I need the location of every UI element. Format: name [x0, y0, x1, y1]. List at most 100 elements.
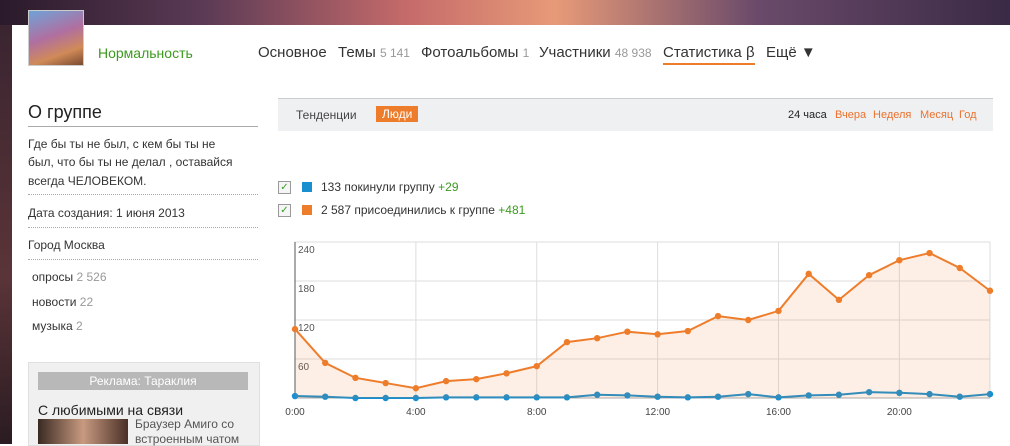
data-point [352, 374, 359, 382]
data-point [322, 359, 329, 367]
data-point [775, 307, 782, 315]
series-area [295, 253, 990, 398]
description-line: Где бы ты не был, с кем бы ты не [28, 137, 216, 151]
data-point [835, 296, 843, 304]
link-count: 2 526 [76, 270, 107, 284]
nav-count: 48 938 [614, 46, 652, 60]
nav-label: Темы [338, 44, 376, 61]
ad-image[interactable] [38, 419, 128, 444]
group-avatar[interactable] [28, 10, 84, 66]
stats-tab[interactable]: Тенденции [296, 108, 357, 122]
ad-title[interactable]: С любимыми на связи [38, 402, 184, 418]
nav-tab[interactable]: Основное [258, 44, 327, 61]
data-point [926, 249, 933, 257]
nav-tab-active[interactable]: Статистика β [663, 44, 755, 65]
legend-label: 133 покинули группу [321, 180, 435, 194]
banner [0, 0, 1010, 25]
checkbox[interactable]: ✓ [278, 204, 291, 217]
nav-tab[interactable]: Участники 48 938 [539, 44, 652, 61]
data-point [412, 385, 420, 392]
legend-change: +29 [438, 180, 459, 194]
data-point [352, 394, 359, 402]
sidebar-link[interactable]: новости 22 [32, 295, 93, 309]
data-point [473, 375, 480, 383]
ad-text: встроенным чатом [135, 432, 240, 446]
nav-label: Основное [258, 44, 327, 61]
nav-tab[interactable]: Ещё ▼ [766, 44, 816, 61]
data-point [533, 362, 540, 370]
stats-tab-active[interactable]: Люди [376, 106, 419, 122]
city[interactable]: Город Москва [28, 238, 105, 252]
data-point [865, 388, 873, 396]
legend-swatch [302, 182, 312, 192]
separator [28, 227, 258, 228]
data-point [563, 394, 571, 401]
data-point [865, 271, 873, 279]
data-point [503, 394, 510, 401]
nav-label: Ещё ▼ [766, 44, 816, 61]
plot-frame [294, 241, 991, 399]
nav-count: 1 [522, 46, 530, 60]
data-point [896, 257, 903, 264]
legend-label: 2 587 присоединились к группе [321, 203, 495, 217]
data-point [563, 338, 571, 346]
period-link[interactable]: Вчера [835, 109, 867, 121]
nav-tab[interactable]: Фотоальбомы 1 [421, 44, 529, 61]
data-point [654, 331, 661, 338]
background-strip [0, 25, 12, 444]
data-point [533, 394, 540, 401]
data-point [956, 393, 963, 400]
data-point [412, 394, 420, 402]
series-line [294, 251, 991, 390]
data-point [624, 392, 631, 399]
ad-header: Реклама: Тараклия [38, 372, 248, 390]
x-tick-label: 0:00 [285, 407, 305, 418]
data-point [322, 393, 329, 400]
sidebar-link[interactable]: музыка 2 [32, 319, 83, 333]
created-date: Дата создания: 1 июня 2013 [28, 206, 185, 220]
data-point [986, 287, 994, 294]
data-point [926, 390, 933, 398]
link-count: 22 [79, 295, 94, 309]
description-line: был, что бы ты не делал , оставайся [28, 155, 233, 169]
data-point [684, 394, 692, 401]
data-point [896, 389, 903, 396]
group-name[interactable]: Нормальность [98, 45, 193, 61]
x-tick-label: 4:00 [406, 407, 426, 418]
legend-entry: 133 покинули группу +29 [321, 180, 459, 194]
data-point [503, 370, 510, 377]
data-point [714, 393, 722, 400]
y-tick-label: 60 [298, 362, 310, 373]
sidebar-link[interactable]: опросы 2 526 [32, 270, 107, 284]
period-link[interactable]: Месяц [920, 109, 954, 121]
series-line [294, 391, 991, 399]
data-point [805, 392, 812, 399]
nav-tab[interactable]: Темы 5 141 [338, 44, 410, 61]
x-tick-label: 16:00 [766, 407, 791, 418]
data-point [624, 328, 631, 335]
data-point [442, 394, 450, 401]
x-tick-label: 8:00 [527, 407, 547, 418]
data-point [654, 393, 661, 400]
data-point [593, 335, 601, 342]
period-link[interactable]: Неделя [873, 109, 912, 121]
separator [28, 194, 258, 195]
description-line: всегда ЧЕЛОВЕКОМ. [28, 174, 147, 188]
data-point [291, 392, 299, 400]
legend-swatch [302, 205, 312, 215]
data-point [382, 394, 389, 402]
link-label: опросы [32, 270, 74, 284]
link-label: новости [32, 295, 77, 309]
nav-count: 5 141 [379, 46, 410, 60]
data-point [714, 312, 722, 320]
period-link[interactable]: Год [959, 109, 977, 121]
nav-label: Участники [539, 44, 611, 61]
separator [28, 126, 258, 127]
data-point [835, 391, 843, 398]
legend-change: +481 [498, 203, 526, 217]
data-point [775, 394, 782, 401]
data-point [382, 379, 389, 387]
checkbox[interactable]: ✓ [278, 181, 291, 194]
period-active: 24 часа [788, 109, 827, 121]
y-tick-label: 240 [298, 245, 315, 256]
